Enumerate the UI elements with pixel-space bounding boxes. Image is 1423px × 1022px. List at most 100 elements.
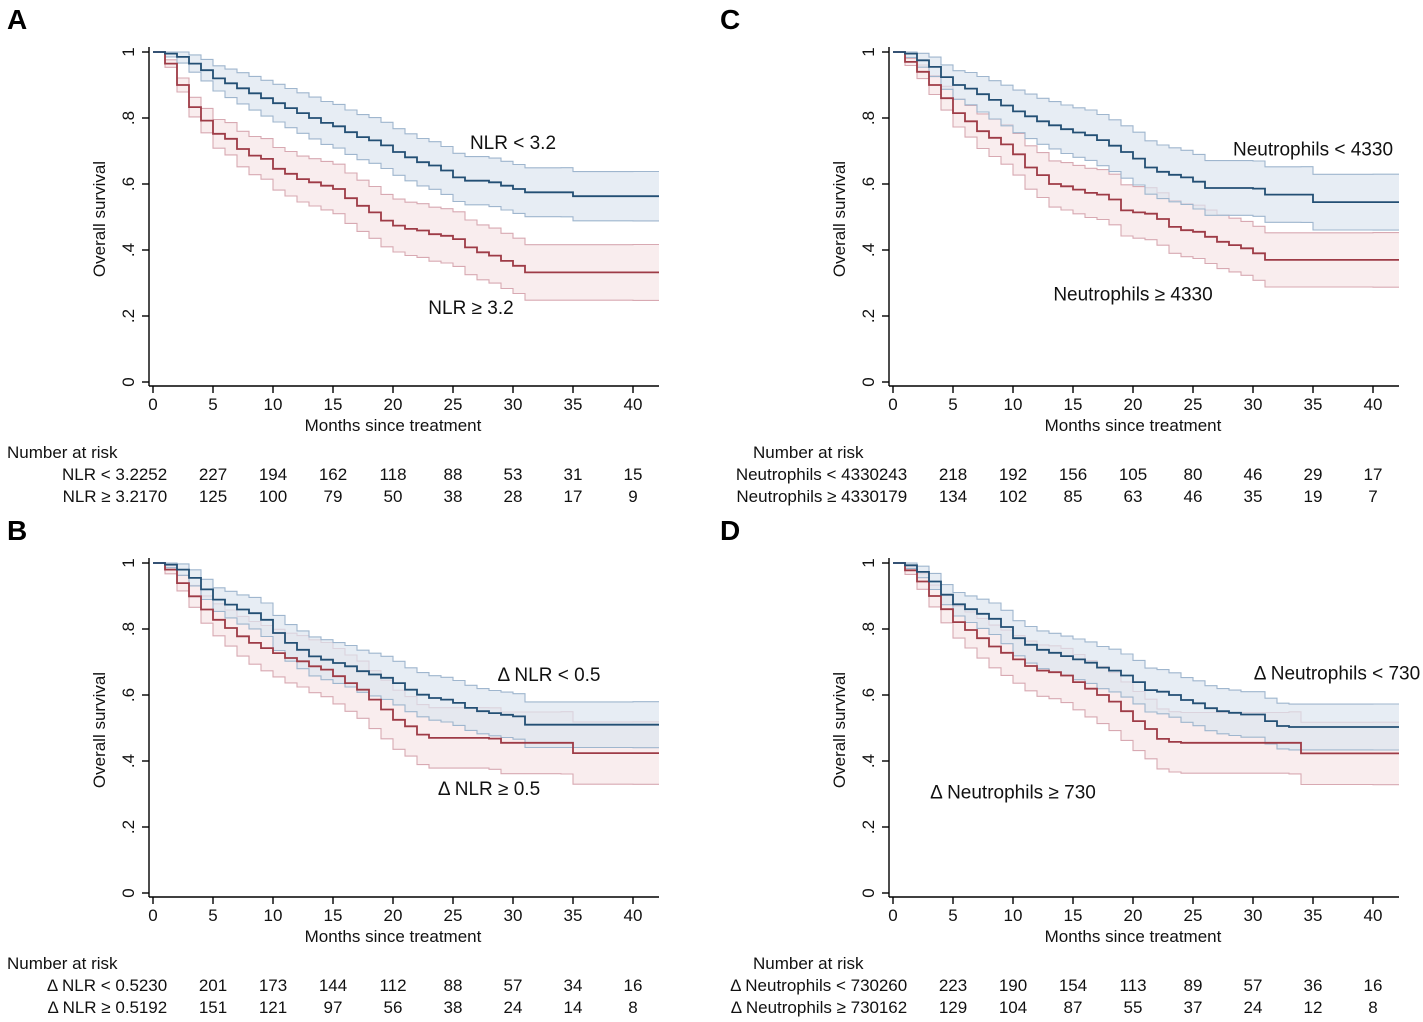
risk-value: 194 [259,465,287,484]
risk-value: 97 [324,998,343,1017]
risk-value: 50 [384,487,403,506]
y-tick-label: 0 [859,888,878,897]
y-tick-label: .4 [119,243,138,257]
x-tick-label: 5 [208,906,217,925]
x-tick-label: 0 [888,906,897,925]
ci-band-lower-edge [153,51,659,301]
y-axis-title: Overall survival [830,672,849,788]
panel-b: B 0.2.4.6.8 1 0 5 10 15 20 25 30 35 40 Months since… [0,511,713,1022]
x-tick-label: 15 [324,395,343,414]
y-tick-label: .4 [859,754,878,768]
risk-value: 252 [139,465,167,484]
risk-value: 88 [444,465,463,484]
y-tick-label: .6 [119,688,138,702]
x-tick-label: 5 [948,395,957,414]
risk-value: 192 [999,465,1027,484]
risk-value: 156 [1059,465,1087,484]
x-tick-label: 0 [148,395,157,414]
risk-value: 38 [444,487,463,506]
risk-value: 134 [939,487,967,506]
curve-label: Δ NLR < 0.5 [498,665,601,686]
risk-value: 57 [504,976,523,995]
risk-value: 179 [879,487,907,506]
risk-value: 15 [624,465,643,484]
panel-d: D 0.2.4.6.8 1 0 5 10 15 20 25 30 35 40 Months since… [713,511,1423,1022]
ci-band [893,563,1399,750]
ci-band-upper-edge [893,51,1399,175]
y-tick-label: .2 [119,820,138,834]
ci-band [153,563,659,748]
x-tick-label: 40 [624,906,643,925]
risk-value: 28 [504,487,523,506]
y-axis-title: Overall survival [90,161,109,277]
risk-value: 85 [1064,487,1083,506]
panel-b-letter: B [7,515,28,546]
risk-table-title: Number at risk [7,443,118,462]
risk-value: 162 [319,465,347,484]
risk-value: 80 [1184,465,1203,484]
x-tick-label: 35 [564,906,583,925]
y-tick-label: .6 [119,177,138,191]
risk-value: 121 [259,998,287,1017]
risk-value: 36 [1304,976,1323,995]
risk-value: 8 [628,998,637,1017]
risk-value: 56 [384,998,403,1017]
panel-c-letter: C [720,4,741,35]
risk-value: 243 [879,465,907,484]
y-tick-label: .8 [859,622,878,636]
y-tick-label: .8 [119,111,138,125]
x-tick-label: 30 [1244,906,1263,925]
risk-value: 37 [1184,998,1203,1017]
risk-value: 53 [504,465,523,484]
survival-curve [153,51,659,274]
risk-value: 230 [139,976,167,995]
x-tick-label: 5 [948,906,957,925]
x-axis-title: Months since treatment [1045,927,1222,946]
ci-band-upper-edge [893,562,1399,705]
risk-value: 24 [1244,998,1263,1017]
risk-value: 8 [1368,998,1377,1017]
risk-value: 57 [1244,976,1263,995]
risk-value: 46 [1244,465,1263,484]
x-tick-label: 40 [624,395,643,414]
x-tick-label: 0 [148,906,157,925]
risk-row-label: Δ Neutrophils ≥ 730 [731,998,879,1017]
panel-c: C 0.2.4.6.8 1 0 5 10 15 20 25 30 35 40 Months since… [713,0,1423,511]
x-tick-label: 35 [1304,395,1323,414]
panel-d-letter: D [720,515,741,546]
panel-a-letter: A [7,4,28,35]
risk-value: 118 [379,465,406,484]
y-tick-label: 0 [859,377,878,386]
curve-label: Neutrophils ≥ 4330 [1053,285,1212,306]
risk-value: 112 [379,976,406,995]
x-tick-label: 15 [324,906,343,925]
y-tick-label: 1 [859,47,878,56]
risk-value: 34 [564,976,583,995]
risk-row-label: Δ NLR ≥ 0.5 [47,998,139,1017]
x-tick-label: 0 [888,395,897,414]
risk-value: 173 [259,976,287,995]
risk-value: 170 [139,487,167,506]
x-tick-label: 35 [564,395,583,414]
risk-value: 35 [1244,487,1263,506]
risk-value: 46 [1184,487,1203,506]
ci-band-lower-edge [893,51,1399,231]
risk-row-label: Neutrophils ≥ 4330 [736,487,879,506]
risk-value: 227 [199,465,227,484]
y-tick-label: 0 [119,888,138,897]
x-tick-label: 40 [1364,906,1383,925]
risk-value: 151 [199,998,227,1017]
risk-value: 12 [1304,998,1323,1017]
x-axis-title: Months since treatment [305,927,482,946]
risk-value: 113 [1119,976,1146,995]
y-tick-label: 1 [859,558,878,567]
risk-value: 100 [259,487,287,506]
risk-value: 38 [444,998,463,1017]
x-tick-label: 20 [1124,395,1143,414]
y-tick-label: 0 [119,377,138,386]
curve-label: NLR ≥ 3.2 [428,298,513,319]
risk-value: 201 [199,976,227,995]
